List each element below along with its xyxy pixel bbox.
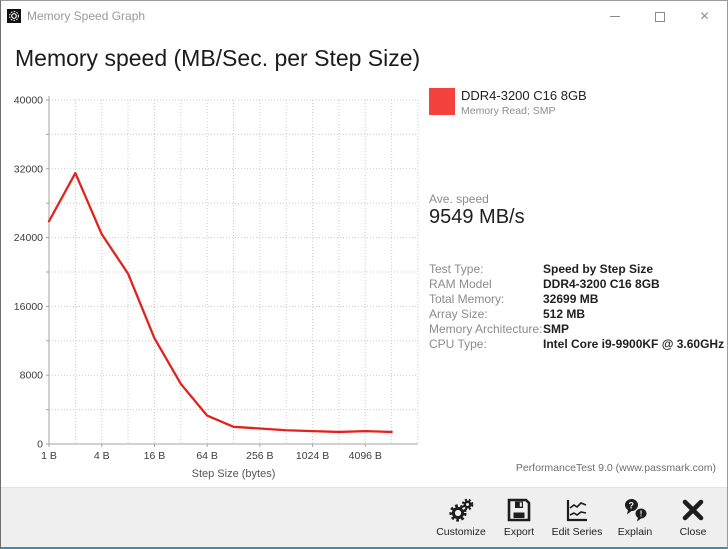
detail-value: 32699 MB [543,291,599,306]
branding-text: PerformanceTest 9.0 (www.passmark.com) [515,462,716,474]
average-speed-label: Ave. speed [429,192,489,206]
toolbar-button-label: Explain [617,526,653,538]
svg-text:24000: 24000 [14,232,43,244]
svg-text:?: ? [629,501,635,511]
detail-label: Memory Architecture: [429,321,543,336]
svg-text:1024 B: 1024 B [296,450,329,462]
test-details: Test Type: Speed by Step Size RAM Model … [429,262,725,352]
detail-row-cpu-type: CPU Type: Intel Core i9-9900KF @ 3.60GHz [429,336,725,352]
svg-text:1 B: 1 B [41,450,57,462]
performancetest-logo-icon [7,9,21,23]
detail-row-memory-architecture: Memory Architecture: SMP [429,322,721,337]
floppy-disk-icon [504,495,534,525]
minimize-icon[interactable] [592,1,637,32]
svg-text:4096 B: 4096 B [349,450,382,462]
legend-swatch [429,88,455,115]
svg-text:Step Size (bytes): Step Size (bytes) [192,468,276,480]
detail-value: SMP [543,321,570,336]
svg-text:64 B: 64 B [196,450,218,462]
detail-row-total-memory: Total Memory: 32699 MB [429,292,721,307]
speech-bubbles-icon: ? ! [620,495,650,525]
toolbar-button-label: Customize [436,526,486,538]
explain-button[interactable]: ? ! Explain [606,495,664,538]
x-icon [678,495,708,525]
toolbar-button-label: Export [503,526,535,538]
toolbar: Customize Export [1,487,727,547]
toolbar-button-label: Close [679,526,707,538]
titlebar[interactable]: Memory Speed Graph × [1,1,727,33]
detail-value: Speed by Step Size [543,262,654,276]
detail-value: Intel Core i9-9900KF @ 3.60GHz [543,336,725,351]
detail-row-test-type: Test Type: Speed by Step Size [429,262,721,277]
maximize-icon[interactable] [637,1,682,32]
svg-text:32000: 32000 [14,163,43,175]
detail-row-array-size: Array Size: 512 MB [429,307,721,322]
edit-series-button[interactable]: Edit Series [548,495,606,538]
svg-text:!: ! [640,509,643,519]
gears-icon [446,495,476,525]
svg-text:40000: 40000 [14,95,43,107]
detail-value: 512 MB [543,306,586,321]
customize-button[interactable]: Customize [432,495,490,538]
detail-value: DDR4-3200 C16 8GB [543,276,660,291]
window-title: Memory Speed Graph [27,9,146,23]
detail-label: CPU Type: [429,336,487,351]
detail-label: RAM Model [429,276,492,291]
svg-text:16 B: 16 B [144,450,166,462]
close-toolbar-button[interactable]: Close [664,495,722,538]
toolbar-button-label: Edit Series [551,526,603,538]
average-speed-value: 9549 MB/s [429,206,525,228]
detail-label: Array Size: [429,306,488,321]
svg-text:16000: 16000 [14,301,43,313]
svg-text:256 B: 256 B [246,450,273,462]
svg-text:4 B: 4 B [94,450,110,462]
detail-label: Test Type: [429,262,484,276]
page-title: Memory speed (MB/Sec. per Step Size) [15,45,421,71]
detail-label: Total Memory: [429,291,505,306]
legend-series-name: DDR4-3200 C16 8GB [461,88,587,103]
legend-series-detail: Memory Read; SMP [461,105,556,117]
line-chart-icon [562,495,592,525]
close-icon[interactable]: × [699,7,710,25]
memory-speed-chart: 0 8000 16000 24000 32000 40000 1 B 4 B 16 B 64 B 2… [1,33,441,489]
svg-text:0: 0 [37,439,43,451]
svg-text:8000: 8000 [20,370,44,382]
detail-row-ram-model: RAM Model DDR4-3200 C16 8GB [429,277,721,292]
export-button[interactable]: Export [490,495,548,538]
